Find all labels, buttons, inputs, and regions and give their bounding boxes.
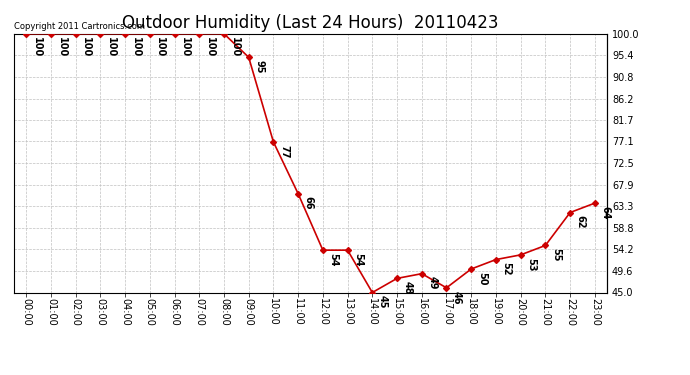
Text: 95: 95 [254, 60, 264, 74]
Text: 45: 45 [378, 295, 388, 309]
Text: 46: 46 [452, 291, 462, 304]
Text: 54: 54 [328, 253, 338, 266]
Text: 100: 100 [106, 36, 116, 57]
Text: 100: 100 [32, 36, 41, 57]
Text: 100: 100 [155, 36, 166, 57]
Text: 50: 50 [477, 272, 486, 285]
Text: 100: 100 [81, 36, 91, 57]
Text: 66: 66 [304, 196, 314, 210]
Text: 54: 54 [353, 253, 363, 266]
Text: 100: 100 [130, 36, 141, 57]
Title: Outdoor Humidity (Last 24 Hours)  20110423: Outdoor Humidity (Last 24 Hours) 2011042… [122, 14, 499, 32]
Text: 100: 100 [57, 36, 66, 57]
Text: 48: 48 [402, 281, 413, 295]
Text: 100: 100 [205, 36, 215, 57]
Text: 100: 100 [180, 36, 190, 57]
Text: Copyright 2011 Cartronics.com: Copyright 2011 Cartronics.com [14, 22, 145, 31]
Text: 52: 52 [502, 262, 511, 276]
Text: 77: 77 [279, 145, 289, 158]
Text: 49: 49 [427, 276, 437, 290]
Text: 62: 62 [575, 215, 586, 229]
Text: 100: 100 [230, 36, 239, 57]
Text: 53: 53 [526, 258, 536, 271]
Text: 55: 55 [551, 248, 561, 262]
Text: 64: 64 [600, 206, 611, 219]
